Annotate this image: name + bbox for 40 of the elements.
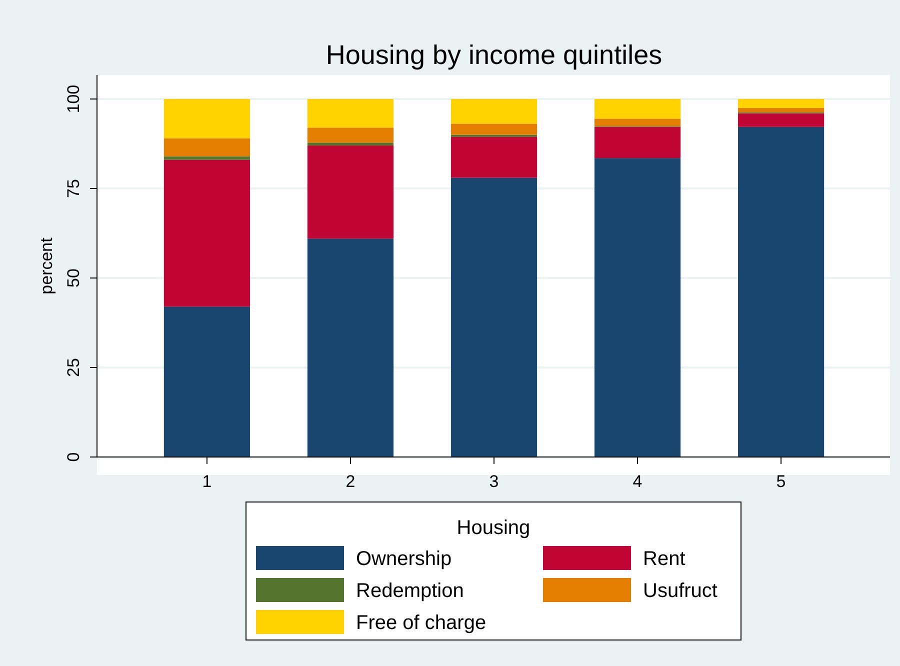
bar: [738, 108, 824, 112]
y-tick-label: 50: [64, 268, 83, 288]
bar: [164, 138, 250, 156]
bar: [594, 98, 681, 119]
bar: [164, 98, 250, 138]
bar: [164, 306, 250, 457]
bar: [164, 156, 250, 160]
bar: [307, 238, 394, 457]
x-tick-label: 5: [776, 472, 786, 491]
y-tick-label: 0: [64, 452, 83, 462]
legend-label: Rent: [643, 548, 686, 570]
legend-title: Housing: [456, 517, 530, 539]
y-tick-label: 75: [64, 179, 83, 198]
x-tick-label: 2: [346, 472, 356, 491]
bar: [594, 118, 681, 126]
bar: [307, 128, 394, 143]
bar: [594, 158, 681, 457]
bar: [450, 136, 538, 178]
chart-title: Housing by income quintiles: [326, 40, 662, 70]
bar: [738, 98, 824, 108]
y-axis-title: percent: [37, 237, 56, 294]
bar: [307, 146, 394, 239]
legend-label: Free of charge: [356, 612, 486, 634]
bar: [450, 98, 538, 124]
y-tick-label: 25: [64, 358, 83, 377]
bar: [594, 126, 681, 158]
bar: [738, 113, 824, 127]
bar: [450, 178, 538, 457]
bar: [164, 160, 250, 307]
y-tick-label: 100: [64, 84, 83, 114]
bar: [450, 124, 538, 135]
legend-label: Usufruct: [643, 580, 718, 602]
bar: [307, 98, 394, 128]
legend-label: Ownership: [356, 548, 452, 570]
x-tick-label: 4: [632, 472, 642, 491]
x-tick-label: 3: [489, 472, 499, 491]
bar: [738, 126, 824, 457]
legend-label: Redemption: [356, 580, 464, 602]
bar: [307, 142, 394, 146]
x-tick-label: 1: [202, 472, 212, 491]
